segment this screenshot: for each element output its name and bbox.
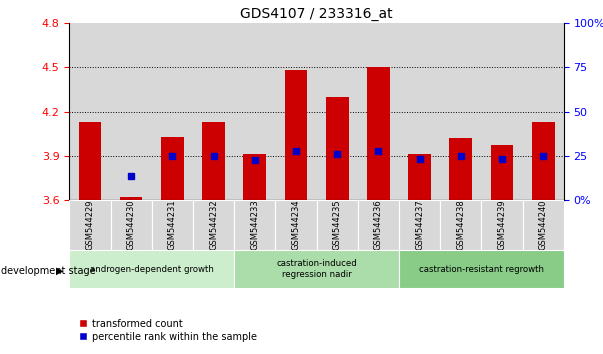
- Text: GSM544235: GSM544235: [333, 199, 342, 250]
- Bar: [110, 200, 152, 250]
- Title: GDS4107 / 233316_at: GDS4107 / 233316_at: [240, 7, 393, 21]
- Text: GSM544234: GSM544234: [291, 199, 300, 250]
- Bar: [202, 122, 225, 200]
- Bar: [367, 67, 390, 200]
- Bar: [69, 200, 110, 250]
- Bar: [234, 23, 276, 200]
- Bar: [532, 122, 555, 200]
- Bar: [523, 200, 564, 250]
- Text: castration-resistant regrowth: castration-resistant regrowth: [419, 264, 544, 274]
- Bar: [358, 23, 399, 200]
- Bar: [399, 250, 564, 288]
- Bar: [161, 137, 184, 200]
- Bar: [78, 122, 101, 200]
- Bar: [399, 200, 440, 250]
- Text: development stage: development stage: [1, 266, 96, 276]
- Text: GSM544233: GSM544233: [250, 199, 259, 250]
- Bar: [481, 23, 523, 200]
- Bar: [440, 200, 481, 250]
- Bar: [285, 70, 308, 200]
- Bar: [193, 200, 234, 250]
- Bar: [399, 23, 440, 200]
- Bar: [276, 200, 317, 250]
- Bar: [358, 200, 399, 250]
- Bar: [234, 250, 399, 288]
- Text: GSM544230: GSM544230: [127, 199, 136, 250]
- Bar: [193, 23, 234, 200]
- Bar: [440, 23, 481, 200]
- Bar: [449, 138, 472, 200]
- Bar: [276, 23, 317, 200]
- Text: GSM544232: GSM544232: [209, 199, 218, 250]
- Bar: [491, 145, 513, 200]
- Bar: [110, 23, 152, 200]
- Bar: [120, 197, 142, 200]
- Text: GSM544240: GSM544240: [538, 200, 548, 250]
- Bar: [152, 23, 193, 200]
- Text: androgen-dependent growth: androgen-dependent growth: [90, 264, 213, 274]
- Text: GSM544239: GSM544239: [497, 199, 507, 250]
- Legend: transformed count, percentile rank within the sample: transformed count, percentile rank withi…: [74, 315, 260, 346]
- Text: GSM544236: GSM544236: [374, 199, 383, 250]
- Bar: [326, 97, 349, 200]
- Bar: [152, 200, 193, 250]
- Text: GSM544231: GSM544231: [168, 199, 177, 250]
- Bar: [317, 200, 358, 250]
- Bar: [317, 23, 358, 200]
- Bar: [408, 154, 431, 200]
- Text: GSM544238: GSM544238: [456, 199, 466, 250]
- Bar: [69, 250, 234, 288]
- Bar: [523, 23, 564, 200]
- Text: ▶: ▶: [55, 266, 63, 276]
- Text: GSM544237: GSM544237: [415, 199, 424, 250]
- Text: castration-induced
regression nadir: castration-induced regression nadir: [276, 259, 357, 279]
- Bar: [69, 23, 110, 200]
- Bar: [244, 154, 266, 200]
- Bar: [234, 200, 276, 250]
- Bar: [481, 200, 523, 250]
- Text: GSM544229: GSM544229: [86, 200, 95, 250]
